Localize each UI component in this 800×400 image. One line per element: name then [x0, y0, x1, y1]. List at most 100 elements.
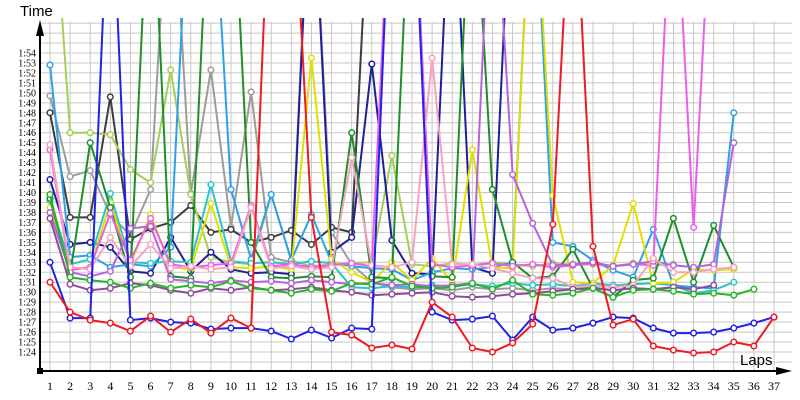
x-tick-label: 24	[507, 379, 519, 393]
data-point-pink	[710, 265, 718, 273]
data-point-red	[690, 349, 698, 357]
data-point-magenta	[106, 209, 114, 218]
y-tick-label: 1:47	[18, 118, 36, 129]
data-point-blue	[167, 318, 175, 326]
data-point-green	[187, 281, 195, 289]
y-axis-arrow-icon	[36, 20, 44, 36]
x-tick-label: 5	[127, 379, 133, 393]
data-point-cyan	[529, 281, 537, 289]
data-point-darkgreen	[690, 278, 698, 286]
data-point-red	[408, 345, 416, 353]
data-point-purple	[227, 286, 235, 294]
data-point-green	[649, 285, 657, 293]
data-point-blue	[267, 327, 275, 335]
data-point-magenta	[348, 259, 356, 267]
y-tick-label: 1:46	[18, 128, 36, 139]
data-point-red	[126, 327, 134, 335]
data-point-pink	[247, 203, 255, 212]
data-point-violet	[267, 277, 275, 285]
x-tick-label: 11	[245, 379, 257, 393]
data-point-cyan	[147, 259, 155, 267]
y-tick-label: 1:54	[18, 48, 36, 59]
data-point-red	[509, 339, 517, 347]
data-point-red	[710, 348, 718, 356]
y-tick-label: 1:33	[18, 258, 36, 269]
x-tick-label: 29	[607, 379, 619, 393]
data-point-pink	[147, 240, 155, 248]
data-point-green	[307, 285, 315, 293]
data-point-green	[388, 273, 396, 281]
data-point-pink	[167, 264, 175, 272]
data-point-violet	[307, 276, 315, 284]
data-point-pink	[388, 263, 396, 271]
data-point-green	[609, 293, 617, 301]
y-tick-label: 1:43	[18, 158, 36, 169]
x-axis-title: Laps	[740, 352, 773, 369]
data-point-blue	[649, 324, 657, 332]
data-point-yellow	[468, 146, 476, 154]
x-tick-label: 22	[466, 379, 478, 393]
data-point-darkgray	[106, 93, 114, 101]
data-point-green	[589, 284, 597, 292]
data-point-blue	[710, 328, 718, 336]
data-point-pink	[348, 154, 356, 162]
x-tick-label: 19	[406, 379, 418, 393]
data-point-green	[287, 289, 295, 297]
data-point-blue	[730, 324, 738, 332]
data-point-red	[428, 298, 436, 306]
data-point-yellowgreen	[388, 152, 396, 160]
data-point-blue	[589, 319, 597, 327]
y-tick-label: 1:48	[18, 108, 36, 119]
data-point-gray	[66, 173, 74, 181]
data-point-cyan	[730, 278, 738, 286]
data-point-red	[46, 278, 54, 286]
data-point-violet	[287, 279, 295, 287]
data-point-violet	[730, 139, 738, 147]
x-tick-label: 15	[326, 379, 338, 393]
y-tick-label: 1:42	[18, 168, 36, 179]
data-point-purple	[66, 280, 74, 288]
data-point-cyan	[307, 257, 315, 265]
data-point-red	[669, 346, 677, 354]
data-point-pink	[408, 258, 416, 266]
y-tick-label: 1:36	[18, 228, 36, 239]
data-point-red	[388, 341, 396, 349]
data-point-pink	[649, 254, 657, 262]
data-point-red	[227, 314, 235, 322]
data-point-blue	[428, 308, 436, 316]
y-tick-label: 1:40	[18, 188, 36, 199]
data-point-violet	[629, 260, 637, 268]
x-tick-label: 13	[285, 379, 297, 393]
data-point-violet	[589, 258, 597, 266]
data-point-darkgray	[307, 240, 315, 248]
data-point-green	[348, 279, 356, 287]
x-tick-label: 9	[208, 379, 214, 393]
data-point-purple	[448, 292, 456, 300]
data-point-green	[750, 285, 758, 293]
x-tick-label: 33	[688, 379, 700, 393]
data-point-cyan	[106, 189, 114, 198]
data-point-violet	[549, 261, 557, 269]
data-point-skyblue	[267, 190, 275, 199]
data-point-darkgreen	[348, 129, 356, 137]
axes	[36, 20, 792, 375]
data-point-red	[488, 348, 496, 356]
data-point-pink	[428, 54, 436, 62]
data-point-violet	[147, 222, 155, 230]
tick-labels: 1:241:251:261:271:281:291:301:311:321:33…	[18, 48, 780, 393]
data-point-pink	[509, 269, 517, 277]
data-point-green	[509, 276, 517, 284]
y-tick-label: 1:45	[18, 138, 36, 149]
data-point-red	[86, 316, 94, 324]
x-tick-label: 16	[346, 379, 358, 393]
data-point-green	[529, 290, 537, 298]
data-point-red	[247, 324, 255, 332]
data-point-darkgreen	[669, 214, 677, 222]
data-point-pink	[488, 264, 496, 272]
data-point-darkgray	[227, 225, 235, 233]
y-tick-label: 1:25	[18, 338, 36, 349]
y-tick-label: 1:39	[18, 198, 36, 209]
data-point-darkgray	[46, 109, 54, 117]
x-tick-label: 12	[265, 379, 277, 393]
data-point-blue	[750, 319, 758, 327]
